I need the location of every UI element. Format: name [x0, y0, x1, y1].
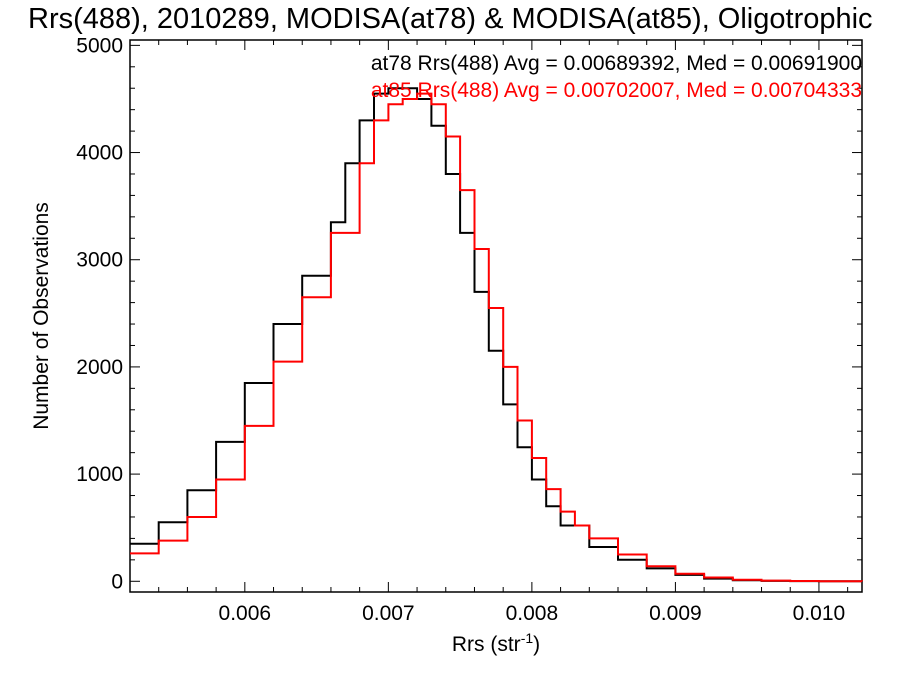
chart-title: Rrs(488), 2010289, MODISA(at78) & MODISA…	[28, 3, 873, 35]
y-axis-label: Number of Observations	[30, 202, 53, 430]
x-tick-label: 0.007	[362, 602, 415, 625]
tick-labels: 0.006 0.007 0.008 0.009 0.010 0 1000 2000 3000 40…	[76, 34, 845, 625]
series-at85-line	[130, 92, 863, 583]
y-tick-label: 2000	[76, 356, 123, 379]
x-tick-label: 0.006	[219, 602, 272, 625]
series-at78-line	[130, 87, 862, 583]
y-tick-label: 4000	[76, 142, 123, 165]
series-layer	[130, 87, 863, 583]
plot-frame	[129, 39, 863, 593]
y-tick-label: 5000	[76, 34, 123, 57]
legend-at78: at78 Rrs(488) Avg = 0.00689392, Med = 0.…	[371, 52, 862, 75]
y-tick-label: 0	[111, 570, 123, 593]
axis-ticks	[129, 40, 862, 592]
x-tick-label: 0.010	[793, 602, 846, 625]
y-tick-label: 3000	[76, 249, 123, 272]
legend-at85: at85 Rrs(488) Avg = 0.00702007, Med = 0.…	[371, 79, 862, 102]
x-axis-label: Rrs (str-1)	[452, 630, 540, 656]
x-tick-label: 0.009	[649, 602, 702, 625]
y-tick-label: 1000	[76, 463, 123, 486]
x-tick-label: 0.008	[506, 602, 559, 625]
